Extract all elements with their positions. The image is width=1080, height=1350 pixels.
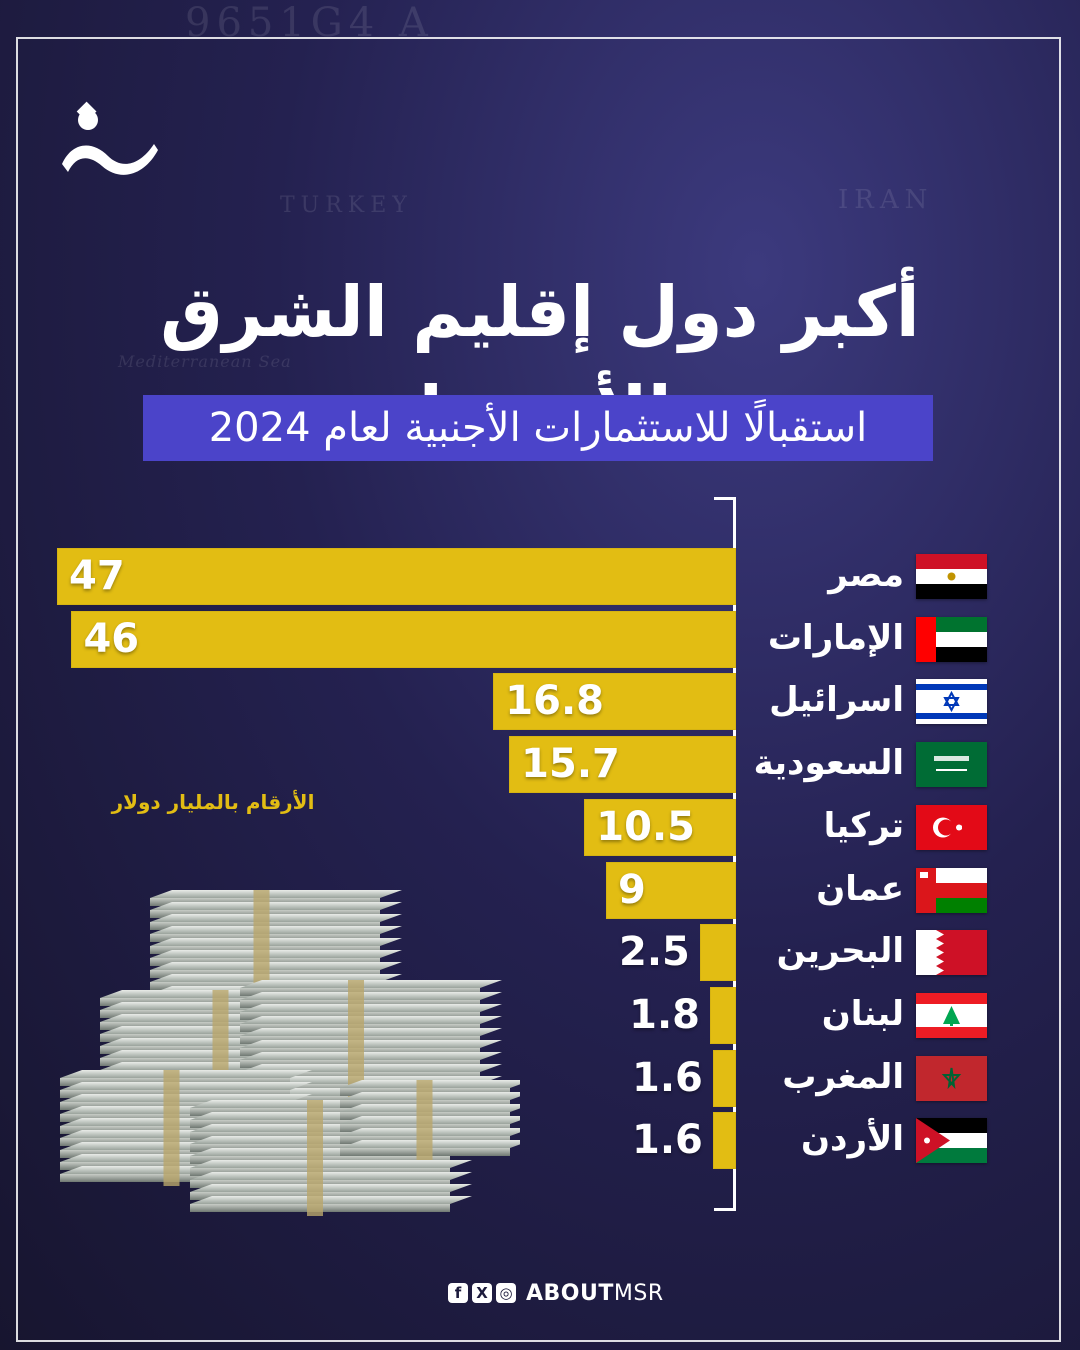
jordan-flag-icon — [916, 1118, 987, 1164]
category-label: المغرب — [782, 1056, 904, 1097]
page-subtitle: استقبالًا للاستثمارات الأجنبية لعام 2024 — [143, 395, 933, 461]
facebook-icon[interactable]: f — [448, 1283, 468, 1303]
category-label: لبنان — [821, 993, 904, 1034]
money-stack-top — [150, 962, 402, 970]
instagram-icon[interactable]: ◎ — [496, 1283, 516, 1303]
money-stack-top — [240, 1004, 502, 1012]
bar-value-label: 47 — [69, 553, 125, 599]
israel-flag-icon — [916, 679, 987, 725]
egypt-flag-icon — [916, 554, 987, 599]
money-stack-top — [60, 1082, 312, 1090]
category-label: الأردن — [800, 1119, 904, 1160]
money-stack-top — [190, 1172, 472, 1180]
bar-value-label: 16.8 — [505, 678, 604, 725]
publisher-logo-icon — [62, 101, 158, 175]
brand-name-light: MSR — [613, 1280, 664, 1306]
money-stack-top — [240, 1016, 502, 1024]
money-stack-top — [190, 1160, 472, 1168]
background-map-label: Mediterranean Sea — [118, 352, 292, 371]
category-label: البحرين — [776, 931, 904, 972]
bar — [493, 673, 736, 731]
oman-flag-icon — [916, 867, 987, 913]
money-stack-top — [190, 1184, 472, 1192]
bar-value-label: 15.7 — [521, 741, 620, 788]
bar — [57, 548, 736, 605]
money-stack-top — [150, 914, 402, 922]
bar-value-label: 1.8 — [629, 991, 700, 1038]
money-band — [416, 1080, 433, 1160]
uae-flag-icon — [916, 616, 987, 662]
money-stack-top — [240, 1052, 502, 1060]
money-band — [163, 1070, 180, 1186]
bar — [584, 798, 736, 856]
bar — [71, 610, 736, 668]
money-stack-top — [150, 938, 402, 946]
unit-note: الأرقام بالمليار دولار — [111, 790, 315, 814]
category-label: السعودية — [753, 743, 904, 784]
category-label: عمان — [816, 868, 904, 909]
saudi-flag-icon — [916, 742, 987, 788]
category-label: مصر — [828, 555, 904, 595]
money-stack-top — [190, 1196, 472, 1204]
bar — [509, 736, 736, 794]
category-label: اسرائيل — [769, 680, 904, 721]
turkey-flag-icon — [916, 804, 987, 850]
background-map-label: IRAN — [838, 185, 934, 215]
brand-name-bold: ABOUT — [526, 1280, 614, 1306]
bar-value-label: 9 — [617, 866, 646, 913]
x-icon[interactable]: X — [472, 1283, 492, 1303]
money-stack-top — [150, 902, 402, 910]
money-band — [307, 1100, 323, 1216]
bar-value-label: 2.5 — [619, 929, 690, 976]
morocco-flag-icon — [916, 1055, 987, 1101]
money-stack-illustration — [60, 890, 520, 1216]
category-label: الإمارات — [767, 617, 904, 658]
bar — [712, 1049, 736, 1107]
bar — [709, 986, 736, 1044]
bar-value-label: 1.6 — [632, 1117, 703, 1164]
money-stack-top — [150, 890, 402, 898]
bar — [699, 924, 736, 982]
money-stack-top — [150, 926, 402, 934]
money-stack-top — [240, 1040, 502, 1048]
bar — [605, 861, 736, 919]
bar-value-label: 46 — [83, 615, 140, 662]
bahrain-flag-icon — [916, 930, 987, 976]
money-stack-top — [60, 1070, 312, 1078]
money-stack-top — [240, 992, 502, 1000]
money-stack-top — [240, 1028, 502, 1036]
money-stack-top — [150, 950, 402, 958]
lebanon-flag-icon — [916, 992, 987, 1038]
background-map-label: TURKEY — [280, 193, 413, 218]
bar-value-label: 1.6 — [632, 1054, 703, 1101]
money-stack-top — [240, 980, 502, 988]
footer: f X ◎ ABOUTMSR — [448, 1280, 664, 1306]
brand-name: ABOUTMSR — [526, 1281, 664, 1306]
outer-frame — [16, 37, 1061, 1342]
bar-value-label: 10.5 — [596, 803, 695, 850]
bar — [712, 1112, 736, 1170]
category-label: تركيا — [823, 805, 904, 846]
